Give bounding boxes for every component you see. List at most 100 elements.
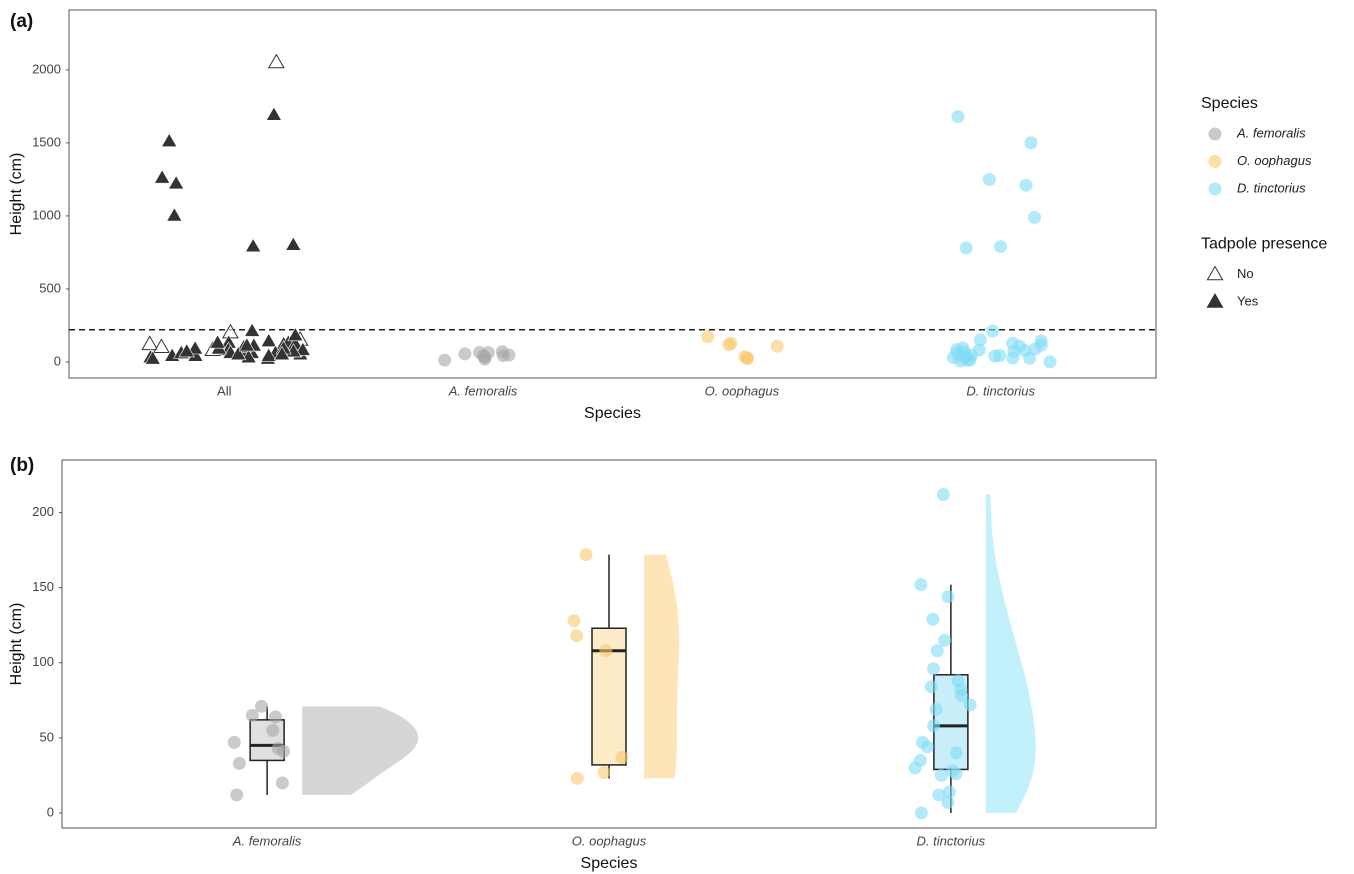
data-point — [232, 756, 246, 770]
data-point — [260, 332, 277, 347]
data-point — [914, 806, 928, 820]
data-point — [230, 346, 247, 361]
data-point — [914, 578, 928, 592]
data-point — [941, 590, 955, 604]
data-point — [154, 169, 171, 184]
y-tick-label: 1000 — [32, 207, 61, 222]
data-point — [926, 719, 940, 733]
y-axis-title: Height (cm) — [8, 603, 25, 686]
y-axis-title: Height (cm) — [8, 153, 25, 236]
y-tick-label: 500 — [39, 280, 61, 295]
legend-marker — [1208, 127, 1222, 141]
x-tick-label: D. tinctorius — [966, 383, 1035, 398]
x-tick-label: A. femoralis — [232, 833, 302, 848]
data-point — [230, 788, 244, 802]
data-point — [701, 330, 715, 344]
data-point — [1019, 178, 1033, 192]
half-violin — [985, 494, 1036, 813]
legend-marker — [1208, 155, 1222, 168]
data-point — [245, 237, 262, 253]
data-point — [144, 350, 161, 365]
data-point — [615, 750, 629, 764]
x-axis-title: Species — [581, 855, 638, 872]
legend-title: Species — [1201, 95, 1258, 112]
data-point — [438, 353, 452, 367]
data-point — [166, 207, 183, 222]
y-tick-label: 200 — [32, 504, 54, 519]
panel-label: (b) — [10, 455, 34, 476]
panel-label: (a) — [10, 11, 33, 32]
legend-label: Yes — [1237, 293, 1259, 308]
plot-frame — [61, 459, 1157, 829]
legend-title: Tadpole presence — [1201, 236, 1327, 253]
data-point — [186, 340, 204, 355]
data-point — [266, 723, 280, 737]
data-point — [227, 735, 241, 749]
data-point — [167, 175, 185, 190]
data-point — [478, 352, 492, 366]
data-point — [141, 335, 159, 351]
x-tick-label: A. femoralis — [448, 383, 518, 398]
data-point — [570, 629, 584, 643]
data-point — [953, 354, 967, 368]
data-point — [260, 347, 277, 362]
data-point — [273, 346, 291, 361]
data-point — [988, 349, 1002, 363]
data-point — [932, 788, 946, 802]
legend-label: D. tinctorius — [1237, 180, 1306, 195]
data-point — [926, 612, 940, 626]
data-point — [597, 765, 611, 779]
x-tick-label: O. oophagus — [705, 383, 780, 398]
data-point — [986, 324, 1000, 338]
y-tick-label: 100 — [32, 654, 54, 669]
data-point — [930, 644, 944, 658]
data-point — [152, 338, 170, 354]
x-tick-label: D. tinctorius — [917, 833, 986, 848]
data-point — [934, 768, 948, 782]
y-tick-label: 1500 — [32, 134, 61, 149]
data-point — [927, 662, 941, 676]
data-point — [178, 343, 195, 358]
y-tick-label: 50 — [40, 729, 54, 744]
data-point — [222, 323, 239, 339]
data-point — [238, 337, 255, 352]
legend-label: O. oophagus — [1237, 153, 1312, 168]
data-point — [294, 341, 311, 356]
data-point — [268, 710, 282, 724]
data-point — [973, 333, 987, 347]
data-point — [993, 240, 1007, 254]
data-point — [1023, 351, 1037, 365]
data-point — [982, 172, 996, 186]
x-tick-label: O. oophagus — [572, 833, 647, 848]
data-point — [1006, 351, 1020, 365]
plot-frame — [68, 9, 1157, 379]
y-tick-label: 0 — [54, 353, 61, 368]
data-point — [924, 680, 938, 694]
data-point — [244, 322, 261, 337]
data-point — [949, 767, 963, 781]
data-point — [579, 548, 593, 562]
data-point — [161, 132, 178, 147]
data-point — [938, 633, 952, 647]
data-point — [1024, 136, 1038, 150]
data-point — [1043, 355, 1057, 369]
data-point — [254, 699, 268, 713]
legend-label: No — [1237, 266, 1254, 281]
data-point — [929, 702, 943, 716]
legend-marker — [1206, 292, 1224, 308]
data-point — [267, 53, 285, 69]
data-point — [285, 236, 302, 251]
data-point — [599, 644, 613, 658]
half-violin — [644, 554, 680, 779]
data-point — [955, 689, 969, 703]
data-point — [740, 352, 754, 366]
data-point — [245, 708, 259, 722]
y-tick-label: 2000 — [32, 61, 61, 76]
data-point — [722, 338, 736, 352]
half-violin — [302, 706, 419, 795]
data-point — [209, 334, 226, 349]
data-point — [920, 740, 934, 754]
x-axis-title: Species — [584, 405, 641, 422]
data-point — [458, 347, 472, 361]
